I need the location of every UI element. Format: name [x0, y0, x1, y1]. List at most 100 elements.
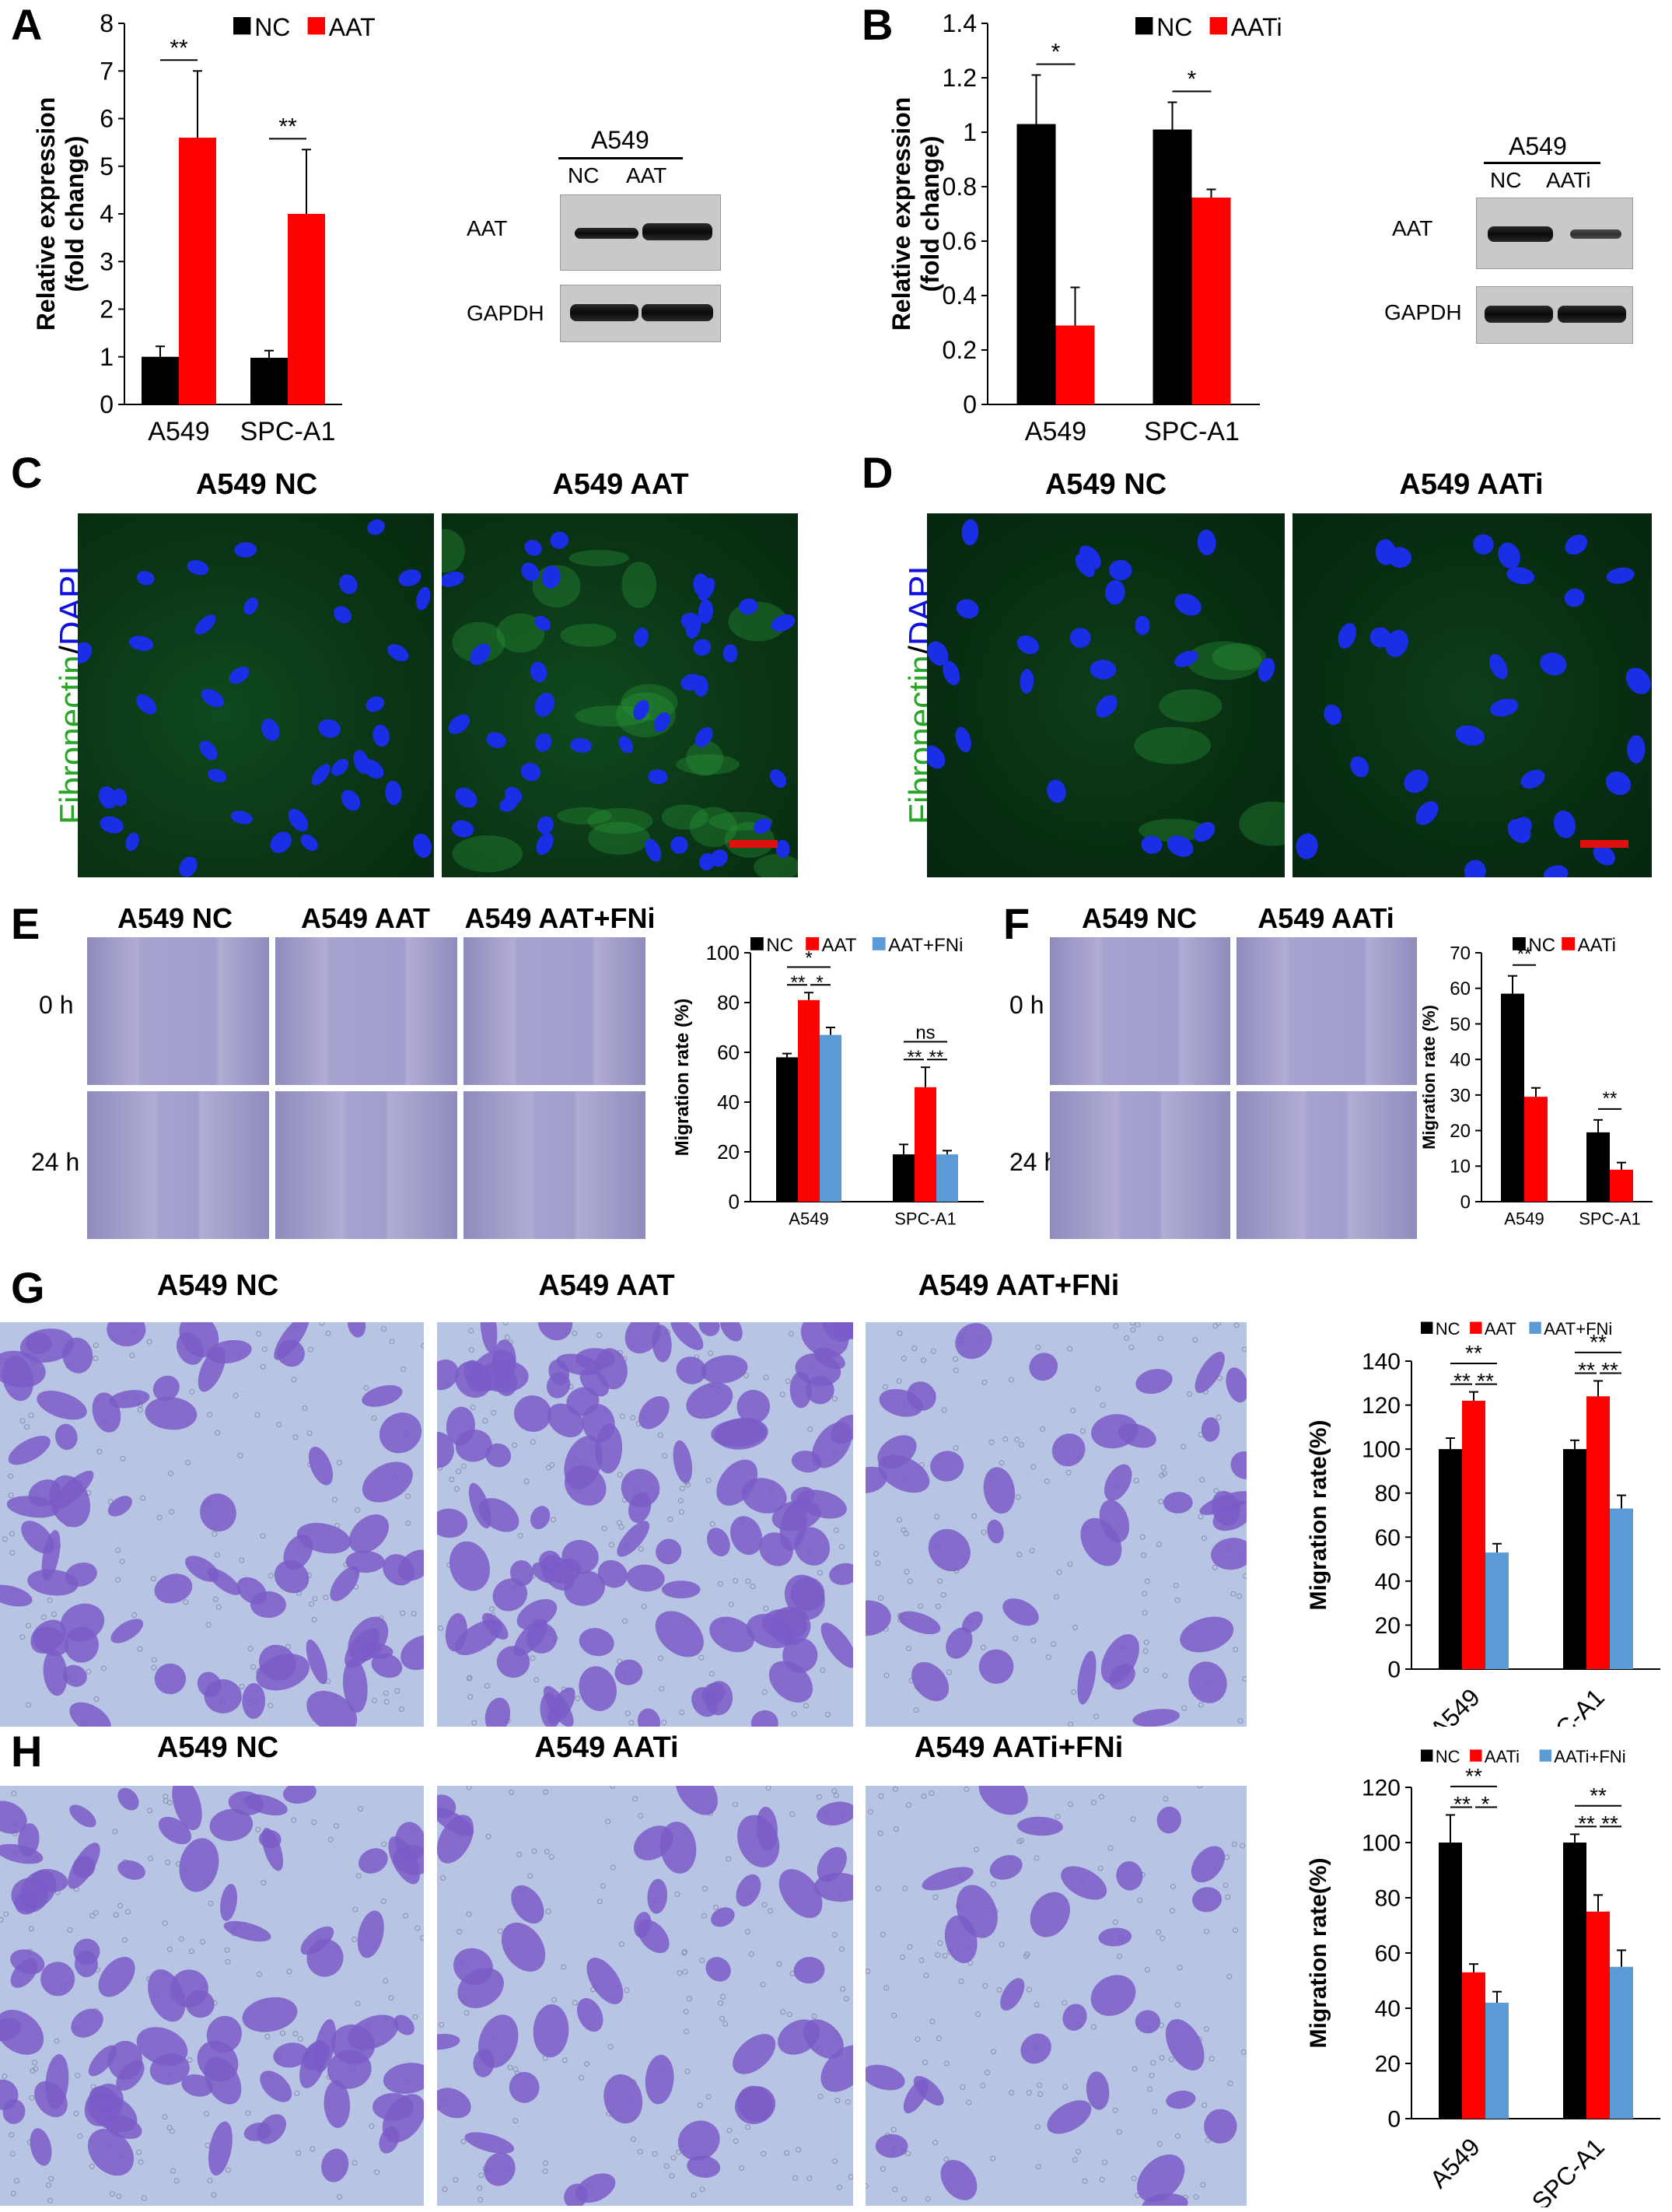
stained-cell — [1061, 1866, 1107, 1900]
cell-nucleus — [535, 733, 552, 752]
membrane-pore — [763, 1605, 769, 1612]
bar-nc-0 — [142, 356, 179, 404]
stained-cell — [176, 1332, 204, 1365]
membrane-pore — [1156, 1541, 1162, 1547]
membrane-pore — [394, 1688, 401, 1694]
stained-cell — [1098, 1927, 1132, 1947]
membrane-pore — [1174, 2002, 1181, 2008]
stained-cell — [69, 1702, 111, 1727]
stained-cell — [371, 1653, 403, 1678]
stained-cell — [621, 1468, 660, 1507]
membrane-pore — [943, 2060, 950, 2067]
panel-g-title-2: A549 AAT — [538, 1269, 675, 1302]
membrane-pore — [834, 1792, 840, 1798]
membrane-pore — [981, 1379, 988, 1385]
membrane-pore — [239, 1683, 245, 1689]
y-tick-label: 1 — [963, 118, 977, 146]
membrane-pore — [831, 1395, 838, 1402]
cell-nucleus — [387, 644, 409, 662]
membrane-pore — [477, 2185, 483, 2191]
stained-cell — [348, 1514, 389, 1553]
stained-cell — [647, 1878, 668, 1914]
membrane-pore — [292, 1434, 299, 1440]
membrane-pore — [982, 1983, 988, 1989]
stained-cell — [513, 1619, 547, 1657]
membrane-pore — [622, 1618, 628, 1624]
membrane-pore — [1174, 2133, 1181, 2139]
membrane-pore — [9, 1531, 15, 1537]
membrane-pore — [119, 1559, 125, 1565]
fibronectin-signal — [452, 621, 505, 663]
membrane-pore — [834, 2098, 841, 2104]
wb-a-row-2: GAPDH — [467, 301, 544, 325]
stained-cell — [645, 2054, 674, 2105]
legend-swatch-2 — [1539, 1749, 1551, 1762]
membrane-pore — [1156, 1929, 1162, 1935]
membrane-pore — [1133, 1478, 1139, 1484]
membrane-pore — [548, 1854, 554, 1860]
membrane-pore — [720, 1993, 726, 2000]
membrane-pore — [51, 1611, 57, 1617]
cell-nucleus — [1324, 704, 1342, 726]
membrane-pore — [641, 1603, 647, 1609]
stained-cell — [711, 1907, 735, 1927]
y-axis-label: Migration rate(%) — [1306, 1419, 1331, 1610]
panel-e-title-1: A549 NC — [117, 902, 233, 934]
membrane-pore — [980, 2082, 986, 2088]
membrane-pore — [268, 1703, 274, 1709]
stained-cell — [595, 1348, 628, 1390]
y-tick-label: 1.2 — [943, 64, 977, 92]
membrane-pore — [1029, 1548, 1035, 1554]
y-axis-label: Migration rate (%) — [1419, 1005, 1439, 1150]
membrane-pore — [112, 1829, 118, 1835]
membrane-pore — [1034, 2124, 1041, 2130]
stained-cell — [922, 1867, 974, 1891]
membrane-pore — [1242, 1676, 1247, 1682]
membrane-pore — [115, 1547, 121, 1553]
membrane-pore — [453, 2177, 459, 2183]
bar-aat-1 — [1586, 1396, 1610, 1669]
stained-cell — [701, 1355, 748, 1384]
membrane-pore — [296, 2150, 302, 2156]
x-tick-label: SPC-A1 — [240, 417, 336, 446]
stained-cell — [107, 1322, 146, 1347]
membrane-pore — [988, 1439, 995, 1445]
cell-nucleus — [1109, 559, 1132, 581]
y-tick-label: 20 — [1450, 1121, 1471, 1142]
wb-a-gapdh-blot — [560, 285, 721, 342]
membrane-pore — [1112, 1919, 1118, 1925]
membrane-pore — [1181, 1705, 1188, 1711]
stained-cell — [437, 2034, 460, 2050]
x-tick-label: SPC-A1 — [1579, 1209, 1640, 1229]
membrane-pore — [401, 1366, 407, 1372]
membrane-pore — [1035, 2164, 1041, 2170]
cell-nucleus — [653, 712, 670, 733]
membrane-pore — [2, 1536, 8, 1542]
cell-nucleus — [1387, 547, 1411, 569]
membrane-pore — [225, 2167, 231, 2173]
membrane-pore — [679, 1486, 685, 1492]
legend-label-1: AATi — [1578, 935, 1616, 956]
cell-nucleus — [451, 820, 474, 838]
membrane-pore — [531, 1848, 537, 1854]
fibronectin-signal — [588, 821, 650, 855]
stained-cell — [437, 1794, 456, 1818]
micrograph — [866, 1322, 1247, 1727]
stained-cell — [1211, 1538, 1247, 1570]
membrane-pore — [1040, 1426, 1046, 1432]
membrane-pore — [146, 1339, 152, 1345]
significance-label: ** — [1477, 1369, 1494, 1393]
membrane-pore — [932, 1894, 939, 1900]
stained-cell — [357, 1910, 384, 1958]
legend-label-1: AAT — [329, 13, 376, 41]
membrane-pore — [40, 1614, 47, 1620]
membrane-pore — [1034, 2001, 1040, 2007]
membrane-pore — [309, 1601, 315, 1607]
stained-cell — [614, 1659, 643, 1685]
cell-nucleus — [943, 660, 960, 685]
cell-nucleus — [1385, 629, 1408, 657]
membrane-pore — [1192, 1337, 1198, 1343]
bar-nc-1 — [1563, 1449, 1586, 1669]
membrane-pore — [761, 1902, 768, 1908]
stained-cell — [383, 1554, 415, 1586]
